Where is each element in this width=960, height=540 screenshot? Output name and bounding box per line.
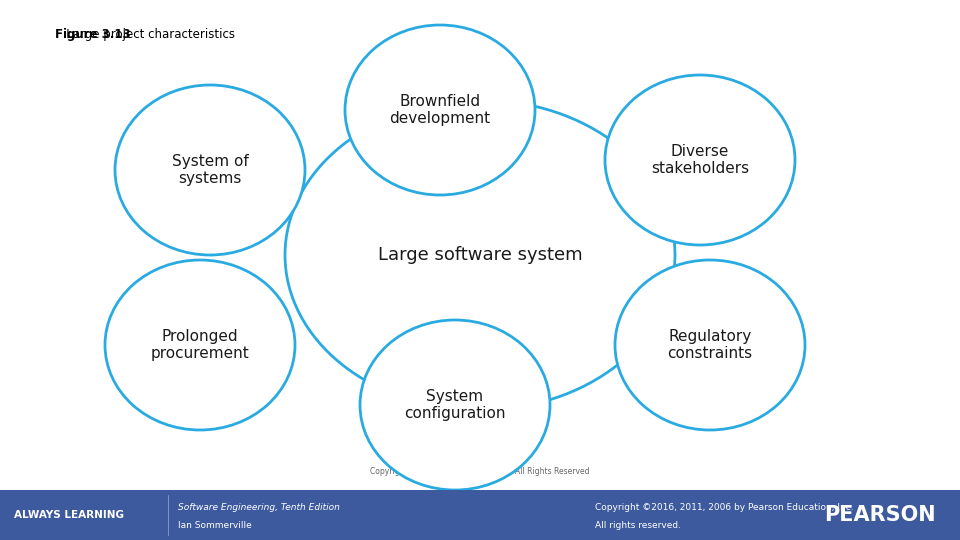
Ellipse shape <box>105 260 295 430</box>
Ellipse shape <box>605 75 795 245</box>
Text: Prolonged
procurement: Prolonged procurement <box>151 329 250 361</box>
Ellipse shape <box>285 100 675 410</box>
Text: Regulatory
constraints: Regulatory constraints <box>667 329 753 361</box>
Text: Diverse
stakeholders: Diverse stakeholders <box>651 144 749 176</box>
Ellipse shape <box>615 260 805 430</box>
Text: ALWAYS LEARNING: ALWAYS LEARNING <box>14 510 125 520</box>
Text: Figure 3.13: Figure 3.13 <box>55 28 131 41</box>
Text: Large software system: Large software system <box>377 246 583 264</box>
Ellipse shape <box>115 85 305 255</box>
Text: Copyright ©2016 Pearson Education, All Rights Reserved: Copyright ©2016 Pearson Education, All R… <box>371 468 589 476</box>
Text: Copyright ©2016, 2011, 2006 by Pearson Education, Inc.: Copyright ©2016, 2011, 2006 by Pearson E… <box>595 503 853 512</box>
Text: System
configuration: System configuration <box>404 389 506 421</box>
Text: PEARSON: PEARSON <box>825 505 936 525</box>
Ellipse shape <box>360 320 550 490</box>
Text: Large project characteristics: Large project characteristics <box>55 28 235 41</box>
Text: Brownfield
development: Brownfield development <box>390 94 491 126</box>
Text: All rights reserved.: All rights reserved. <box>595 521 682 530</box>
Text: System of
systems: System of systems <box>172 154 249 186</box>
Text: Software Engineering, Tenth Edition: Software Engineering, Tenth Edition <box>178 503 340 512</box>
Text: Ian Sommerville: Ian Sommerville <box>178 521 252 530</box>
Ellipse shape <box>345 25 535 195</box>
